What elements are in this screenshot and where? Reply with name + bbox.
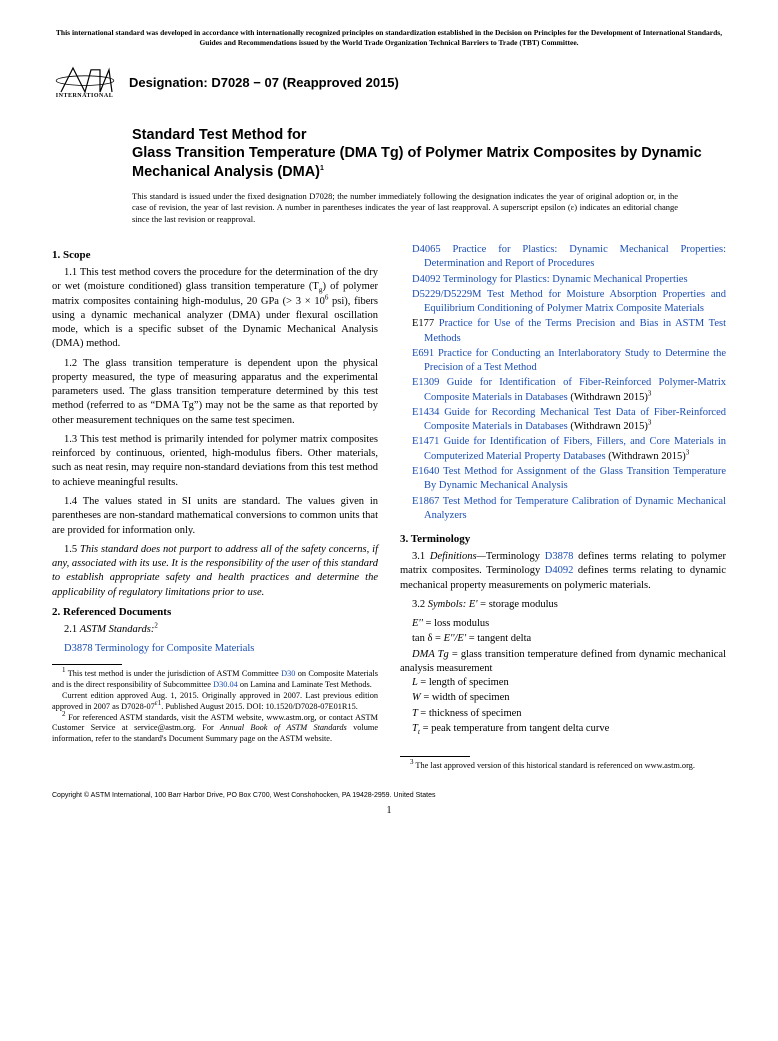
ref-e691: E691 Practice for Conducting an Interlab… [400, 347, 726, 376]
copyright: Copyright © ASTM International, 100 Barr… [52, 792, 726, 799]
title-prefix: Standard Test Method for [132, 126, 726, 144]
ref-d4065: D4065 Practice for Plastics: Dynamic Mec… [400, 243, 726, 272]
ref-e177: E177 Practice for Use of the Terms Preci… [400, 317, 726, 346]
sym-l: L = length of specimen [412, 676, 726, 690]
header-row: INTERNATIONAL Designation: D7028 − 07 (R… [52, 60, 726, 104]
sym-t: T = thickness of specimen [412, 707, 726, 721]
ref-e1640: E1640 Test Method for Assignment of the … [400, 465, 726, 494]
references-list: D4065 Practice for Plastics: Dynamic Mec… [400, 243, 726, 523]
tbt-notice: This international standard was develope… [52, 28, 726, 48]
footnote-2: 2 For referenced ASTM standards, visit t… [52, 713, 378, 745]
section-2-head: 2. Referenced Documents [52, 606, 378, 618]
ref-d3878: D3878 Terminology for Composite Material… [52, 642, 378, 656]
designation: Designation: D7028 − 07 (Reapproved 2015… [129, 75, 399, 90]
section-1-head: 1. Scope [52, 249, 378, 261]
issuance-note: This standard is issued under the fixed … [132, 191, 678, 225]
ref-d5229-d5229m: D5229/D5229M Test Method for Moisture Ab… [400, 288, 726, 317]
logo-text: INTERNATIONAL [56, 93, 113, 99]
ref-e1471: E1471 Guide for Identification of Fibers… [400, 435, 726, 464]
right-column: D4065 Practice for Plastics: Dynamic Mec… [400, 243, 726, 772]
sym-tan: tan δ = E''/E' = tangent delta [412, 632, 726, 646]
footnote-1: 1 This test method is under the jurisdic… [52, 669, 378, 691]
para-3-1: 3.1 Definitions—Terminology D3878 define… [400, 550, 726, 593]
sym-w: W = width of specimen [412, 691, 726, 705]
footnote-3: 3 The last approved version of this hist… [400, 761, 726, 772]
para-1-5: 1.5 This standard does not purport to ad… [52, 543, 378, 600]
page-number: 1 [52, 805, 726, 816]
para-2-1: 2.1 ASTM Standards:2 [52, 623, 378, 637]
ref-d4092: D4092 Terminology for Plastics: Dynamic … [400, 273, 726, 287]
section-3-head: 3. Terminology [400, 533, 726, 545]
sym-epp: E'' = loss modulus [412, 617, 726, 631]
para-1-1: 1.1 This test method covers the procedur… [52, 266, 378, 352]
footnote-rule [52, 664, 122, 665]
para-1-3: 1.3 This test method is primarily intend… [52, 433, 378, 490]
title-main: Glass Transition Temperature (DMA Tg) of… [132, 144, 726, 180]
ref-e1867: E1867 Test Method for Temperature Calibr… [400, 495, 726, 524]
astm-logo: INTERNATIONAL [52, 60, 117, 104]
title-block: Standard Test Method for Glass Transitio… [132, 126, 726, 225]
para-1-4: 1.4 The values stated in SI units are st… [52, 495, 378, 538]
ref-e1309: E1309 Guide for Identification of Fiber-… [400, 376, 726, 405]
footnote-1b: Current edition approved Aug. 1, 2015. O… [52, 691, 378, 713]
ref-e1434: E1434 Guide for Recording Mechanical Tes… [400, 406, 726, 435]
para-1-2: 1.2 The glass transition temperature is … [52, 357, 378, 428]
para-3-2: 3.2 Symbols: E' = storage modulus [400, 598, 726, 612]
left-column: 1. Scope 1.1 This test method covers the… [52, 243, 378, 772]
footnote-rule-right [400, 756, 470, 757]
sym-tt: Tt = peak temperature from tangent delta… [412, 722, 726, 736]
sym-dmatg: DMA Tg = glass transition temperature de… [400, 648, 726, 677]
